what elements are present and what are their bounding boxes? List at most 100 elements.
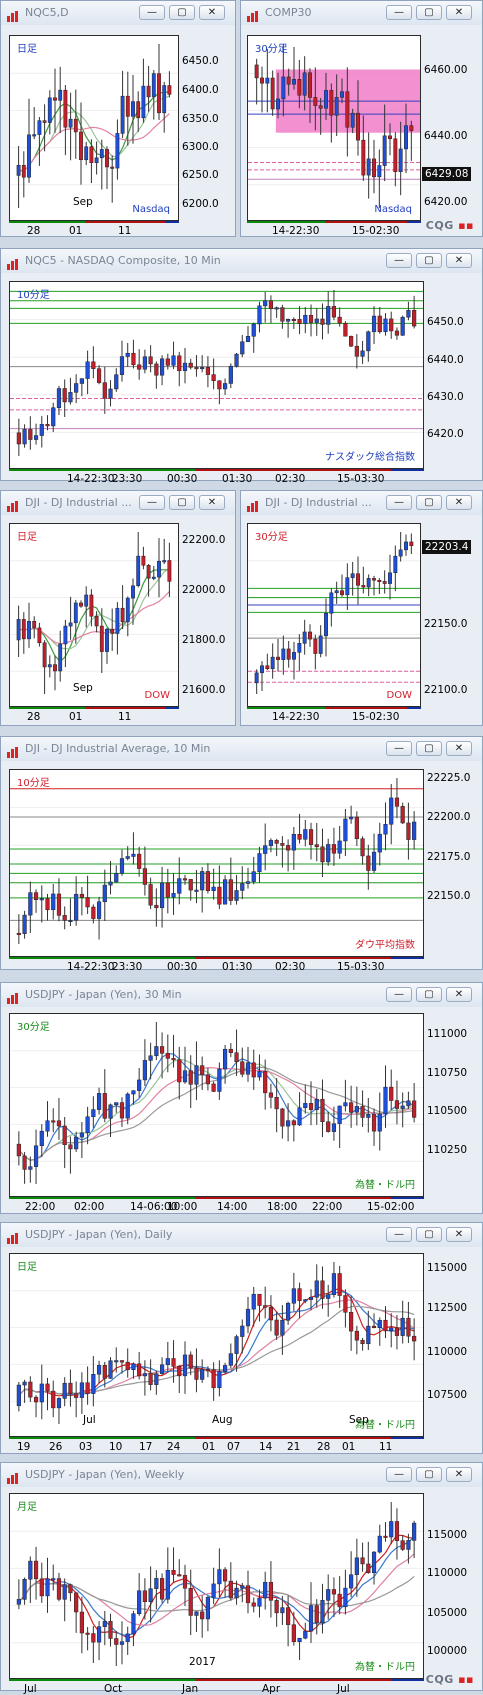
close-button[interactable]: ✕ <box>446 987 472 1002</box>
candle <box>96 1365 102 1375</box>
plot-area[interactable]: 10分足 ダウ平均指数 <box>9 769 424 957</box>
minimize-button[interactable]: — <box>386 253 412 268</box>
candle <box>154 1373 159 1385</box>
close-icon: ✕ <box>454 7 464 18</box>
plot-area[interactable]: 日足 Nasdaq <box>9 35 179 221</box>
candle <box>286 1607 291 1625</box>
close-button[interactable]: ✕ <box>199 495 225 510</box>
candle <box>263 845 268 854</box>
close-button[interactable]: ✕ <box>446 5 472 20</box>
title-bar[interactable]: DJI - DJ Industrial ... — ▢ ✕ <box>241 491 482 515</box>
maximize-button[interactable]: ▢ <box>169 5 195 20</box>
maximize-button[interactable]: ▢ <box>416 987 442 1002</box>
candle <box>234 1587 239 1599</box>
chart-window-8[interactable]: USDJPY - Japan (Yen), Daily — ▢ ✕ 日足 為替・ドル円 11… <box>0 1222 483 1454</box>
candle <box>340 590 344 596</box>
y-axis-label: 22150.0 <box>427 890 471 902</box>
candle <box>268 1092 274 1098</box>
close-button[interactable]: ✕ <box>446 495 472 510</box>
title-bar[interactable]: NQC5 - NASDAQ Composite, 10 Min — ▢ ✕ <box>1 249 482 273</box>
maximize-button[interactable]: ▢ <box>416 5 442 20</box>
maximize-button[interactable]: ▢ <box>416 1467 442 1482</box>
candle <box>165 1358 170 1366</box>
maximize-button[interactable]: ▢ <box>416 741 442 756</box>
maximize-button[interactable]: ▢ <box>416 1227 442 1242</box>
candle <box>99 625 104 652</box>
candle <box>257 305 262 325</box>
chart-window-6[interactable]: DJI - DJ Industrial Average, 10 Min — ▢ ✕ 10… <box>0 736 483 973</box>
candle <box>366 578 371 588</box>
title-bar[interactable]: NQC5,D — ▢ ✕ <box>1 1 235 25</box>
title-bar[interactable]: DJI - DJ Industrial ... — ▢ ✕ <box>1 491 235 515</box>
candle <box>177 1574 182 1577</box>
title-bar[interactable]: USDJPY - Japan (Yen), Weekly — ▢ ✕ <box>1 1463 482 1487</box>
chart-window-1[interactable]: NQC5,D — ▢ ✕ 日足 Nasdaq 6450.0 6400.0 6350.0 6300.… <box>0 0 236 237</box>
candle <box>257 1293 262 1306</box>
chart-window-5[interactable]: DJI - DJ Industrial ... — ▢ ✕ 30分足 DOW 22150.0… <box>240 490 483 726</box>
maximize-icon: ▢ <box>424 1229 434 1240</box>
maximize-button[interactable]: ▢ <box>416 495 442 510</box>
chart-window-9[interactable]: USDJPY - Japan (Yen), Weekly — ▢ ✕ 月足 為替・ドル円 1… <box>0 1462 483 1695</box>
candle <box>404 541 408 551</box>
window-title: USDJPY - Japan (Yen), Daily <box>25 1228 173 1241</box>
candle <box>371 1325 377 1329</box>
close-button[interactable]: ✕ <box>446 253 472 268</box>
maximize-button[interactable]: ▢ <box>416 253 442 268</box>
plot-area[interactable]: 30分足 DOW <box>247 523 421 707</box>
candle <box>343 323 348 337</box>
close-button[interactable]: ✕ <box>199 5 225 20</box>
candle <box>131 1363 136 1370</box>
candle <box>251 1293 256 1310</box>
candle <box>125 856 130 859</box>
chart-window-3[interactable]: NQC5 - NASDAQ Composite, 10 Min — ▢ ✕ 10分足 ナス… <box>0 248 483 485</box>
title-bar[interactable]: USDJPY - Japan (Yen), 30 Min — ▢ ✕ <box>1 983 482 1007</box>
candle <box>274 1097 279 1110</box>
title-bar[interactable]: DJI - DJ Industrial Average, 10 Min — ▢ ✕ <box>1 737 482 761</box>
x-axis-label: 24 <box>167 1441 181 1453</box>
close-button[interactable]: ✕ <box>446 741 472 756</box>
minimize-button[interactable]: — <box>386 1227 412 1242</box>
candle <box>280 1108 285 1127</box>
plot-area[interactable]: 30分足 Nasdaq <box>247 35 421 221</box>
candle <box>79 1132 84 1138</box>
candle <box>400 1105 405 1109</box>
minimize-button[interactable]: — <box>139 495 165 510</box>
candle <box>37 627 42 644</box>
title-bar[interactable]: COMP30 — ▢ ✕ <box>241 1 482 25</box>
candle <box>223 1048 228 1070</box>
minimize-button[interactable]: — <box>386 741 412 756</box>
candle <box>331 844 337 854</box>
title-bar[interactable]: USDJPY - Japan (Yen), Daily — ▢ ✕ <box>1 1223 482 1247</box>
plot-area[interactable]: 30分足 為替・ドル円 <box>9 1013 424 1197</box>
candle <box>51 1120 56 1123</box>
plot-area[interactable]: 日足 為替・ドル円 <box>9 1253 424 1437</box>
minimize-button[interactable]: — <box>386 987 412 1002</box>
close-icon: ✕ <box>454 255 464 266</box>
x-axis-label: 01 <box>202 1441 216 1453</box>
price-chart <box>10 1262 423 1424</box>
close-button[interactable]: ✕ <box>446 1227 472 1242</box>
candle <box>114 873 119 883</box>
maximize-icon: ▢ <box>424 7 434 18</box>
cqg-logo-text: CQG <box>425 219 454 232</box>
plot-area[interactable]: 月足 為替・ドル円 <box>9 1493 424 1679</box>
plot-area[interactable]: 10分足 ナスダック総合指数 <box>9 281 424 469</box>
plot-area[interactable]: 日足 DOW <box>9 523 179 707</box>
candle <box>205 367 210 375</box>
candle <box>200 871 205 891</box>
instrument-label: DOW <box>144 690 170 701</box>
instrument-label: 為替・ドル円 <box>355 1662 415 1673</box>
minimize-button[interactable]: — <box>386 5 412 20</box>
chart-window-7[interactable]: USDJPY - Japan (Yen), 30 Min — ▢ ✕ 30分足 為替・ドル… <box>0 982 483 1214</box>
timeframe-label: 10分足 <box>17 778 50 789</box>
close-button[interactable]: ✕ <box>446 1467 472 1482</box>
chart-window-4[interactable]: DJI - DJ Industrial ... — ▢ ✕ 日足 DOW 22200.0 22… <box>0 490 236 726</box>
candle <box>146 85 151 98</box>
minimize-button[interactable]: — <box>139 5 165 20</box>
candle <box>354 816 359 840</box>
candle <box>334 97 339 116</box>
chart-window-2[interactable]: COMP30 — ▢ ✕ 30分足 Nasdaq 6460.00 6440.00 6420.00… <box>240 0 483 237</box>
minimize-button[interactable]: — <box>386 1467 412 1482</box>
minimize-button[interactable]: — <box>386 495 412 510</box>
maximize-button[interactable]: ▢ <box>169 495 195 510</box>
